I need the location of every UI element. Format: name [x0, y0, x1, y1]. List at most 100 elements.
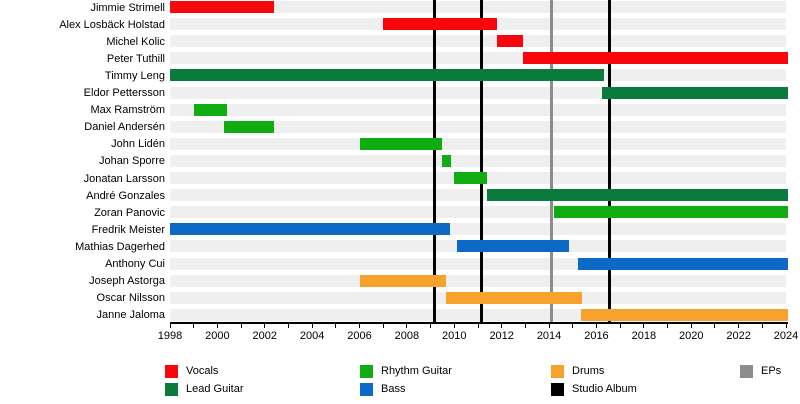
- x-axis-tick-label: 2014: [536, 330, 562, 342]
- member-name-label: Timmy Leng: [104, 69, 165, 82]
- tenure-bar: [170, 1, 275, 13]
- ep-line: [549, 0, 553, 322]
- row-background: [170, 274, 786, 287]
- member-name-label: Jimmie Strimell: [90, 1, 165, 14]
- member-name-label: Michel Kolic: [106, 35, 165, 48]
- legend-swatch-vocals: [165, 365, 178, 378]
- x-axis-tick: [382, 324, 384, 328]
- x-axis-tick: [193, 324, 195, 328]
- x-axis-tick-label: 2020: [678, 330, 704, 342]
- member-name-label: John Lidén: [111, 138, 165, 151]
- legend-label: Bass: [381, 383, 406, 395]
- x-axis-tick: [667, 324, 669, 328]
- legend-item-drums: Drums: [551, 365, 604, 378]
- x-axis-tick: [548, 324, 550, 328]
- x-axis-tick-label: 2018: [631, 330, 657, 342]
- studio-album-line: [607, 0, 611, 322]
- x-axis-tick: [595, 324, 597, 328]
- legend-label: Studio Album: [572, 383, 637, 395]
- tenure-bar: [193, 103, 227, 116]
- member-name-label: Janne Jaloma: [96, 309, 166, 322]
- member-name-label: Alex Losbäck Holstad: [59, 18, 165, 31]
- legend-label: Vocals: [186, 365, 219, 377]
- x-axis-tick: [311, 324, 313, 328]
- row-background: [170, 120, 786, 133]
- legend-label: EPs: [761, 365, 782, 377]
- member-name-label: Oscar Nilsson: [96, 292, 165, 305]
- x-axis-tick-label: 2004: [299, 330, 325, 342]
- member-name-label: Johan Sporre: [98, 155, 165, 168]
- studio-album-line: [480, 0, 484, 322]
- tenure-bar: [454, 172, 488, 184]
- x-axis-tick: [690, 324, 692, 328]
- x-axis-tick-label: 2002: [252, 330, 277, 342]
- x-axis-tick: [501, 324, 503, 328]
- x-axis-tick: [216, 324, 218, 328]
- x-axis-tick: [287, 324, 289, 328]
- tenure-bar: [383, 18, 497, 31]
- row-background: [170, 154, 786, 167]
- legend-item-vocals: Vocals: [165, 365, 218, 378]
- legend-item-studio-album: Studio Album: [551, 383, 637, 396]
- x-axis-tick-label: 2000: [205, 330, 230, 342]
- x-axis-tick: [572, 324, 574, 328]
- member-name-label: Peter Tuthill: [106, 52, 165, 65]
- member-name-label: Mathias Dagerhed: [75, 240, 165, 253]
- tenure-bar: [553, 206, 789, 219]
- tenure-bar: [359, 137, 443, 150]
- tenure-bar: [170, 69, 604, 82]
- legend-label: Drums: [572, 365, 605, 377]
- legend-swatch-lead-guitar: [165, 383, 178, 396]
- x-axis-tick: [453, 324, 455, 328]
- legend-swatch-bass: [360, 383, 373, 396]
- x-axis-tick: [430, 324, 432, 328]
- legend-label: Rhythm Guitar: [381, 365, 452, 377]
- tenure-bar: [170, 223, 450, 236]
- x-axis-tick: [477, 324, 479, 328]
- member-name-label: Jonatan Larsson: [83, 172, 165, 185]
- legend-label: Lead Guitar: [186, 383, 244, 395]
- tenure-bar: [359, 274, 446, 287]
- tenure-bar: [602, 86, 789, 99]
- x-axis-tick: [738, 324, 740, 328]
- row-background: [170, 103, 786, 116]
- legend-swatch-studio-album: [551, 383, 564, 396]
- tenure-bar: [446, 291, 583, 304]
- x-axis-tick-label: 2010: [442, 330, 467, 342]
- tenure-bar: [581, 308, 789, 321]
- x-axis-tick: [335, 324, 337, 328]
- row-background: [170, 137, 786, 150]
- member-name-label: Joseph Astorga: [89, 275, 165, 288]
- x-axis-tick-label: 2024: [773, 330, 799, 342]
- member-name-label: Anthony Cui: [105, 258, 165, 270]
- legend-swatch-eps: [740, 365, 753, 378]
- tenure-bar: [224, 120, 275, 133]
- x-axis-tick-label: 1998: [157, 330, 183, 342]
- x-axis-line: [170, 322, 788, 324]
- x-axis-tick-label: 2008: [394, 330, 420, 342]
- tenure-bar: [442, 154, 451, 167]
- legend-swatch-rhythm-guitar: [360, 365, 373, 378]
- member-name-label: Max Ramström: [90, 104, 165, 117]
- x-axis-tick-label: 2012: [489, 330, 514, 342]
- member-name-label: André Gonzales: [86, 189, 165, 202]
- x-axis-tick: [264, 324, 266, 328]
- tenure-bar: [487, 189, 789, 202]
- tenure-bar: [456, 240, 570, 253]
- row-background: [170, 35, 786, 48]
- member-name-label: Zoran Panovic: [94, 206, 165, 219]
- x-axis-tick: [761, 324, 763, 328]
- legend-item-eps: EPs: [740, 365, 781, 378]
- x-axis-tick: [785, 324, 787, 328]
- x-axis-tick: [524, 324, 526, 328]
- x-axis-tick: [619, 324, 621, 328]
- legend-item-bass: Bass: [360, 383, 405, 396]
- member-name-label: Eldor Pettersson: [83, 87, 165, 99]
- x-axis-tick-label: 2006: [347, 330, 372, 342]
- x-axis-tick: [359, 324, 361, 328]
- x-axis-tick-label: 2016: [584, 330, 609, 342]
- tenure-bar: [496, 35, 523, 48]
- tenure-bar: [577, 257, 789, 270]
- x-axis-tick: [714, 324, 716, 328]
